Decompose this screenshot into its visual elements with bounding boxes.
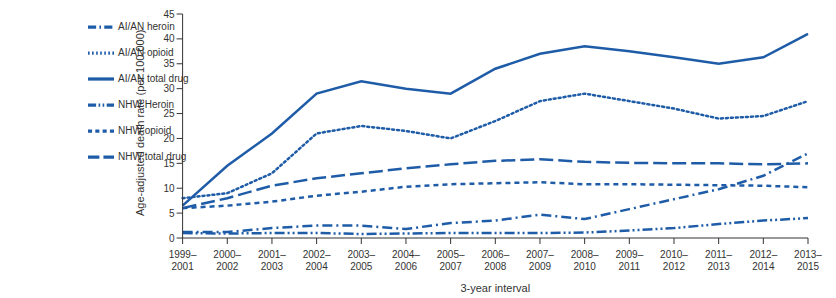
svg-text:Age-adjusted death rate (per 1: Age-adjusted death rate (per 100,000) <box>134 29 146 216</box>
svg-text:2001–2003: 2001–2003 <box>258 249 286 272</box>
svg-text:3-year interval: 3-year interval <box>460 282 530 294</box>
svg-text:15: 15 <box>163 158 175 169</box>
svg-text:0: 0 <box>169 233 175 244</box>
svg-text:30: 30 <box>163 83 175 94</box>
svg-text:2006–2008: 2006–2008 <box>481 249 509 272</box>
svg-text:2012–2014: 2012–2014 <box>749 249 777 272</box>
svg-text:35: 35 <box>163 58 175 69</box>
svg-text:40: 40 <box>163 33 175 44</box>
svg-text:25: 25 <box>163 108 175 119</box>
svg-text:2005–2007: 2005–2007 <box>437 249 465 272</box>
svg-text:2002–2004: 2002–2004 <box>303 249 331 272</box>
svg-text:2007–2009: 2007–2009 <box>526 249 554 272</box>
svg-text:2011–2013: 2011–2013 <box>705 249 733 272</box>
svg-text:2010–2012: 2010–2012 <box>660 249 688 272</box>
svg-text:1999–2001: 1999–2001 <box>169 249 197 272</box>
svg-text:2013–2015: 2013–2015 <box>794 249 822 272</box>
svg-text:20: 20 <box>163 133 175 144</box>
svg-text:45: 45 <box>163 9 175 20</box>
svg-text:2008–2010: 2008–2010 <box>571 249 599 272</box>
svg-text:2000–2002: 2000–2002 <box>213 249 241 272</box>
svg-text:5: 5 <box>169 208 175 219</box>
svg-text:2003–2005: 2003–2005 <box>347 249 375 272</box>
svg-text:2004–2006: 2004–2006 <box>392 249 420 272</box>
svg-text:10: 10 <box>163 183 175 194</box>
svg-text:2009–2011: 2009–2011 <box>615 249 643 272</box>
